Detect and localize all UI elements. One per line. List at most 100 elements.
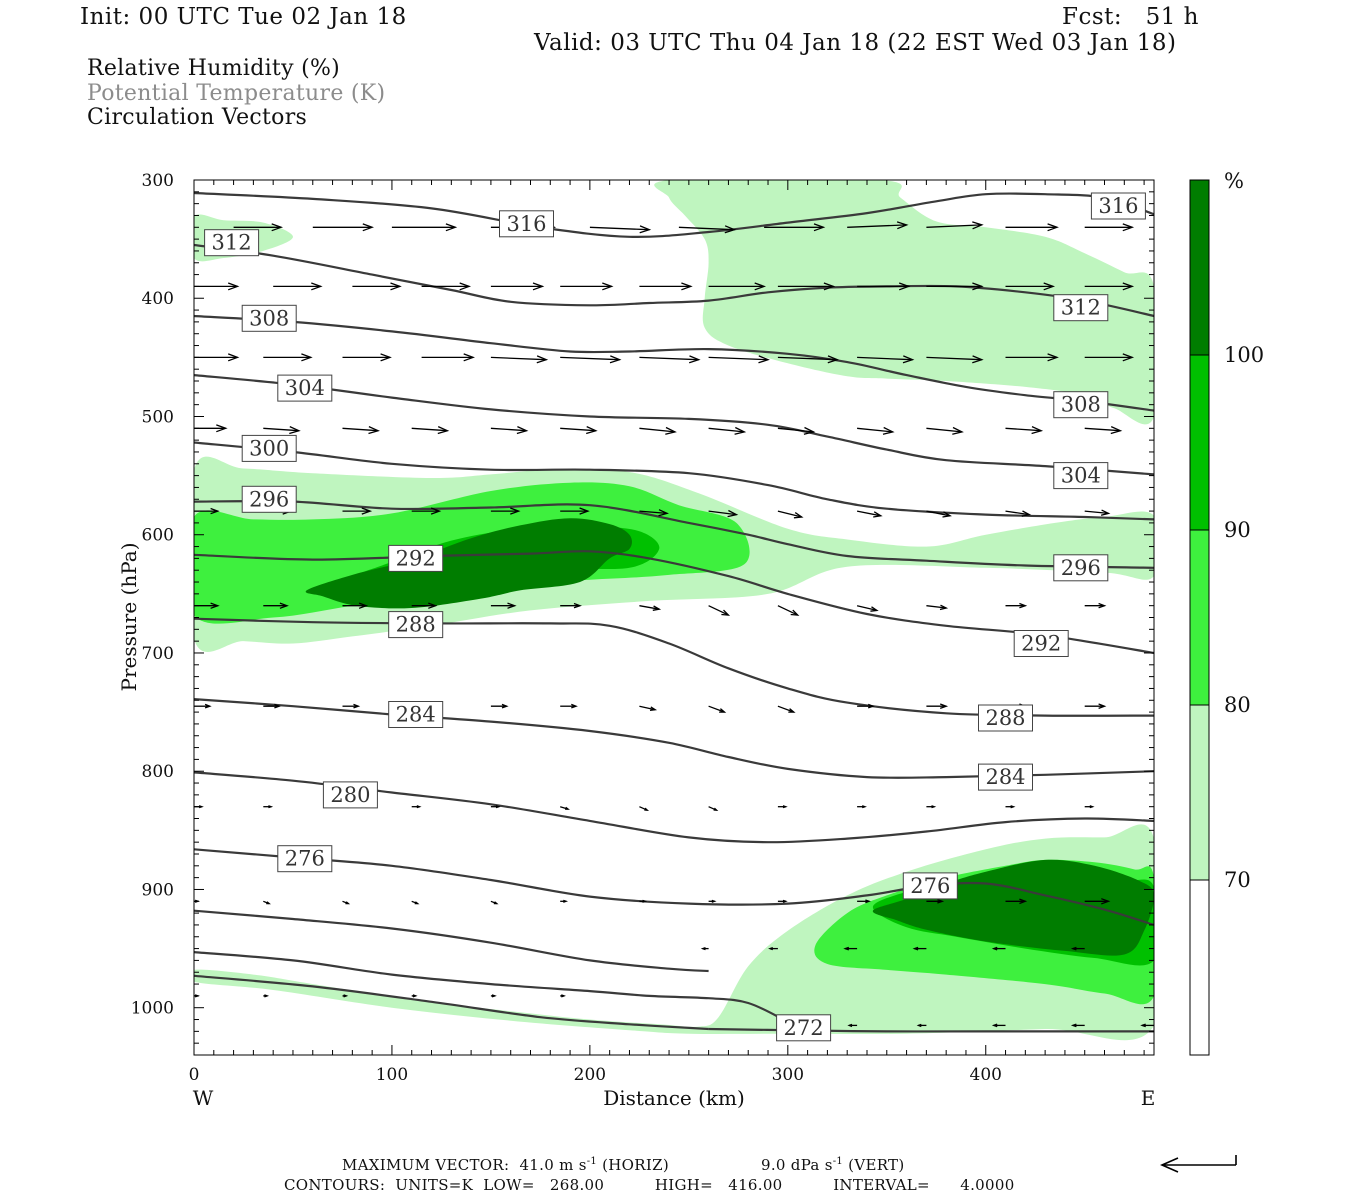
vector-head <box>266 901 271 905</box>
vector-arrow <box>708 426 747 435</box>
vector-arrow <box>421 353 475 362</box>
contour-info: CONTOURS: UNITS=K LOW= 268.00 HIGH= 416.… <box>284 1176 1015 1194</box>
vector-head <box>279 602 289 609</box>
vector-head <box>972 355 984 364</box>
vector-head <box>823 282 836 291</box>
colorbar-segment-0 <box>1190 880 1209 1055</box>
vector-arrow <box>589 225 652 234</box>
vector-head <box>445 223 458 232</box>
x-tick-label: 300 <box>772 1065 804 1085</box>
vector-head <box>565 806 570 810</box>
vector-arrow <box>560 355 622 364</box>
contour-label-text: 308 <box>1061 393 1101 417</box>
vector-arrow <box>560 994 566 998</box>
contour-label-316: 316 <box>1090 192 1146 220</box>
contour-label-box <box>241 434 297 462</box>
vector-arrow <box>639 509 669 517</box>
vector-arrow <box>777 805 788 809</box>
isentrope-300 <box>194 441 1154 521</box>
contour-label-box <box>902 872 958 900</box>
contour-label-box <box>776 1014 832 1042</box>
vector-arrow <box>678 225 737 234</box>
contour-label-text: 316 <box>1098 194 1138 218</box>
vector-shaft <box>560 427 596 432</box>
vector-head <box>882 426 895 435</box>
vector-shaft <box>926 510 951 517</box>
vector-head <box>430 507 442 515</box>
y-axis-label: Pressure (hPa) <box>117 543 141 692</box>
vector-arrow <box>411 426 450 435</box>
vector-arrow <box>708 605 731 616</box>
vector-head <box>579 507 590 515</box>
vector-arrow <box>764 223 826 232</box>
colorbar-segment-3 <box>1190 355 1209 530</box>
vector-head <box>867 703 875 709</box>
vector-head <box>416 805 422 809</box>
contour-label-text: 304 <box>1061 464 1101 488</box>
vector-arrow <box>560 703 578 709</box>
vector-shaft <box>1084 427 1121 432</box>
vector-shaft <box>708 605 729 616</box>
vector-shaft <box>678 226 735 231</box>
vector-arrow <box>708 509 739 518</box>
vector-arrow <box>560 602 582 609</box>
vector-shaft <box>708 510 737 516</box>
vector-head <box>204 703 212 709</box>
forecast-hour: Fcst: 51 h <box>1062 4 1199 30</box>
colorbar-label: 80 <box>1224 693 1251 717</box>
vector-head <box>644 807 650 811</box>
vector-head <box>571 703 578 709</box>
vector-arrow <box>490 426 529 435</box>
vector-head <box>912 946 919 951</box>
vector-arrow <box>926 604 949 611</box>
vector-shaft <box>777 427 814 433</box>
vector-head <box>896 221 909 230</box>
vector-arrow <box>857 355 915 364</box>
vector-arrow <box>263 703 281 709</box>
vector-arrow <box>263 994 270 998</box>
vector-head <box>380 353 392 362</box>
x-tick-label: 400 <box>970 1065 1002 1085</box>
vector-head <box>301 353 313 362</box>
vector-arrow <box>1005 353 1059 362</box>
vector-shaft <box>411 427 448 432</box>
vector-head <box>274 703 281 709</box>
contour-label-box <box>241 485 297 513</box>
vector-arrow <box>926 221 984 230</box>
vector-arrow <box>926 510 952 518</box>
vector-arrow <box>342 507 373 515</box>
vector-arrow <box>777 426 816 435</box>
vector-shaft <box>708 705 725 713</box>
vector-head <box>991 1023 998 1028</box>
reference-vector-arrow <box>1160 1155 1237 1173</box>
vector-shaft <box>708 427 745 433</box>
vector-shaft <box>490 356 547 361</box>
vector-arrow <box>342 353 392 362</box>
contour-label-text: 288 <box>396 613 436 637</box>
contour-label-316: 316 <box>499 210 554 238</box>
vector-head <box>1047 223 1059 232</box>
vector-arrow <box>312 223 374 232</box>
vector-head <box>510 507 521 515</box>
vector-arrow <box>1084 282 1135 291</box>
vector-head <box>939 703 949 710</box>
contour-label-text: 300 <box>249 436 289 460</box>
legend-relative-humidity: Relative Humidity (%) <box>87 56 341 81</box>
vector-head <box>754 282 767 291</box>
contour-label-312: 312 <box>1053 294 1109 322</box>
isentrope-308 <box>194 314 1154 412</box>
vector-arrow <box>847 221 909 230</box>
contour-label-box <box>388 611 444 639</box>
vector-head <box>1101 898 1111 905</box>
vector-arrow <box>857 282 911 291</box>
contour-label-box <box>277 374 333 402</box>
vector-head <box>931 805 937 809</box>
contour-label-text: 272 <box>784 1016 824 1040</box>
vector-shaft <box>1005 510 1030 516</box>
vector-head <box>536 355 549 364</box>
vector-head <box>713 807 719 811</box>
vector-head <box>362 223 374 232</box>
contour-label-text: 312 <box>1061 296 1101 320</box>
vector-arrow <box>777 705 796 713</box>
